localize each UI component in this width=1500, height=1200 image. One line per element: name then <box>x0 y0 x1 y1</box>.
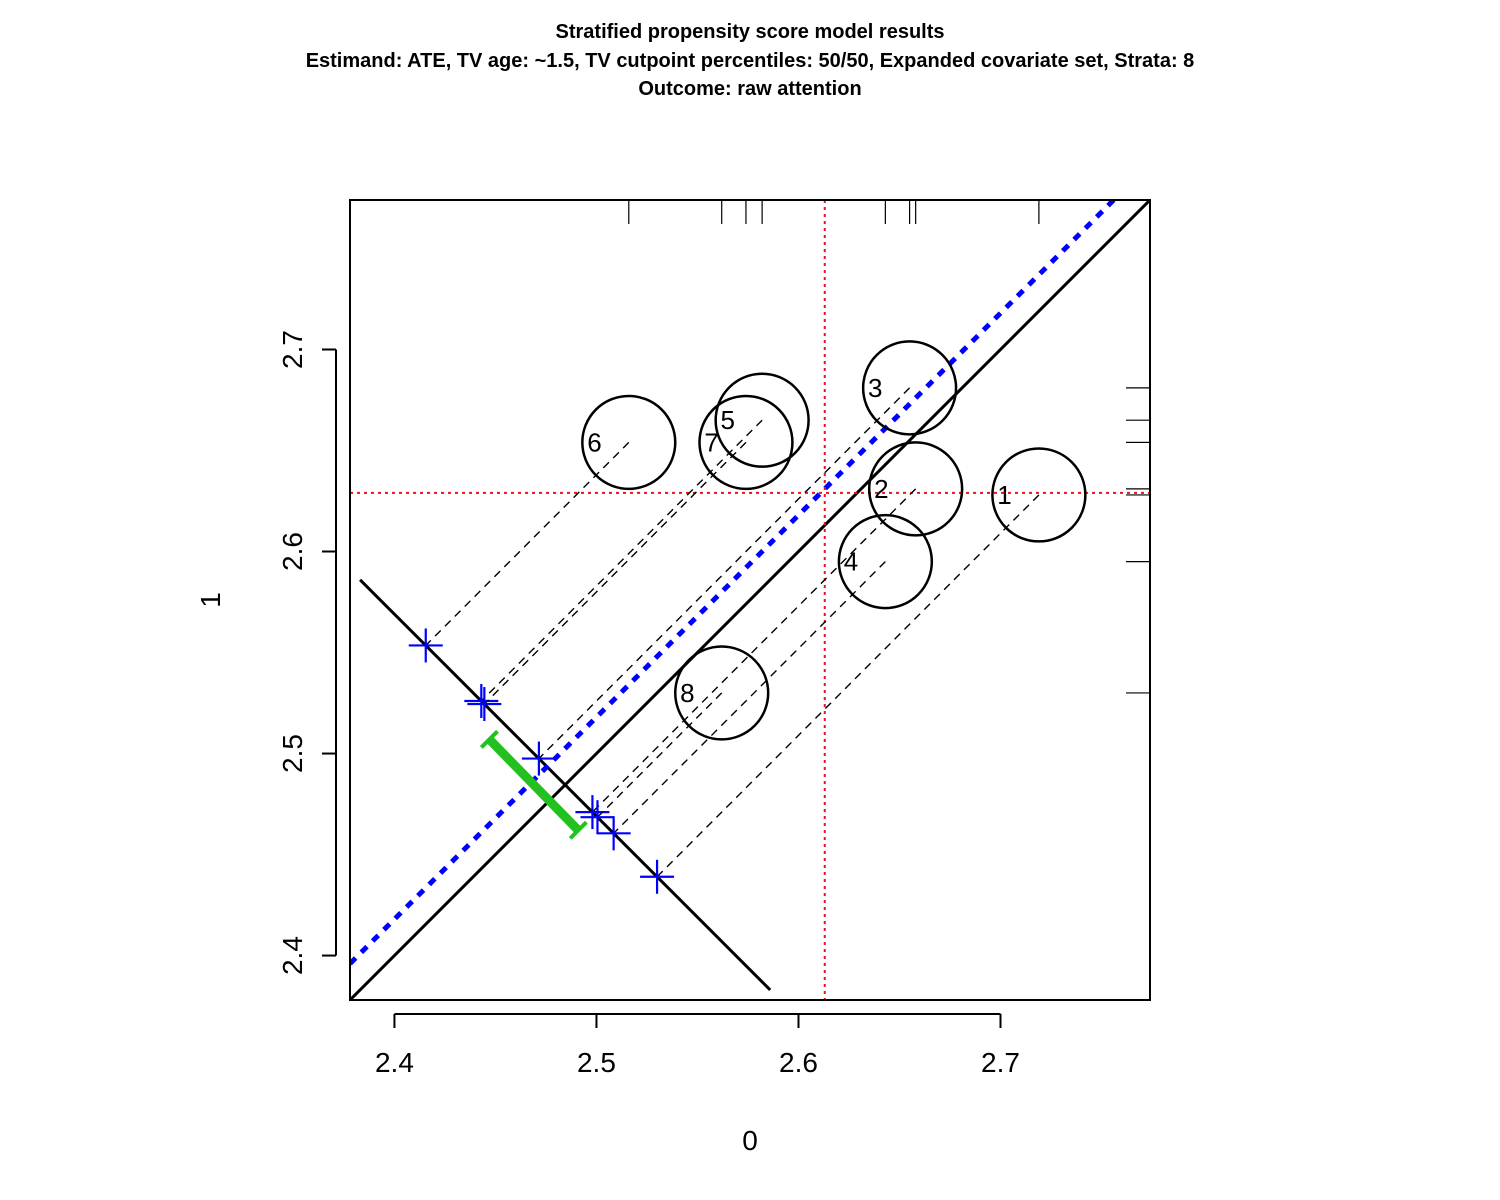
stratum-label-8: 8 <box>680 678 694 708</box>
effect-ci-bar <box>486 736 582 834</box>
stratum-label-1: 1 <box>997 480 1011 510</box>
chart-title-line-2: Estimand: ATE, TV age: ~1.5, TV cutpoint… <box>306 50 1195 72</box>
stratum-connector-8 <box>596 692 723 818</box>
effect-ci-cap-2 <box>568 820 588 840</box>
stratum-connector-1 <box>656 494 1040 878</box>
stratum-connector-6 <box>425 441 630 646</box>
x-axis: 2.4 2.5 2.6 2.7 <box>375 1013 1020 1078</box>
chart-title-line-3: Outcome: raw attention <box>638 78 861 100</box>
stratum-circle-7 <box>698 394 794 491</box>
chart-title-line-1: Stratified propensity score model result… <box>556 21 945 43</box>
stratum-circle-3 <box>861 340 958 436</box>
stratum-label-4: 4 <box>844 547 858 577</box>
plot-frame <box>349 199 1151 1001</box>
y-tick-label-1: 2.5 <box>277 734 308 773</box>
stratum-circle-4 <box>837 513 934 610</box>
stratum-label-3: 3 <box>868 373 882 403</box>
stratum-circle-5 <box>714 372 810 468</box>
x-tick-label-1: 2.5 <box>577 1047 616 1078</box>
y-tick-label-0: 2.4 <box>277 936 308 975</box>
stratum-label-5: 5 <box>721 405 735 435</box>
plot-area: 1 2 3 4 5 6 7 8 <box>350 200 1150 1000</box>
stratum-connector-3 <box>538 387 911 760</box>
stratum-label-7: 7 <box>704 427 718 457</box>
stratum-circle-6 <box>581 394 677 491</box>
y-tick-label-3: 2.7 <box>277 330 308 369</box>
rug-marks <box>628 200 1150 694</box>
y-axis: 2.4 2.5 2.6 2.7 <box>277 330 337 975</box>
effect-line <box>350 200 1116 966</box>
x-axis-label: 0 <box>742 1125 758 1156</box>
y-tick-label-2: 2.6 <box>277 532 308 571</box>
effect-ci-cap-1 <box>479 729 499 749</box>
stratum-connector-2 <box>591 488 917 813</box>
stratum-label-6: 6 <box>587 427 601 457</box>
x-tick-label-2: 2.6 <box>779 1047 818 1078</box>
stratum-connector-5 <box>480 419 763 702</box>
stratum-label-2: 2 <box>874 474 888 504</box>
identity-line <box>350 200 1150 1000</box>
stratum-circle-1 <box>991 447 1087 543</box>
y-axis-label: 1 <box>195 592 226 608</box>
stratum-circle-8 <box>674 645 770 741</box>
x-tick-label-0: 2.4 <box>375 1047 414 1078</box>
x-tick-label-3: 2.7 <box>981 1047 1020 1078</box>
stratum-connector-7 <box>483 441 747 705</box>
stratum-circle-2 <box>867 441 964 537</box>
